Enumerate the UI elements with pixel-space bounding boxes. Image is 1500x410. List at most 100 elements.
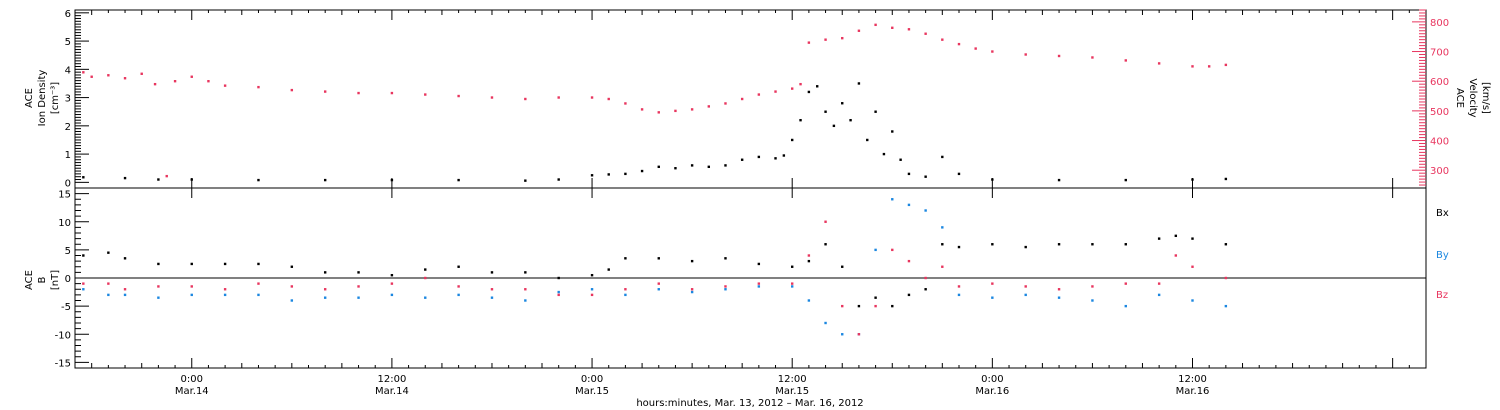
velocity-axis-title-line3: [km/s] <box>1480 82 1491 114</box>
by-point <box>1057 296 1061 299</box>
bz-point <box>157 285 160 288</box>
by-point <box>107 293 110 297</box>
velocity-tick-label: 600 <box>1430 77 1449 88</box>
bx-point <box>1224 243 1228 246</box>
density-point <box>874 110 877 113</box>
density-point <box>899 158 902 161</box>
by-point <box>490 296 494 299</box>
density-point <box>740 158 744 161</box>
date-tick-label: Mar.15 <box>575 386 609 397</box>
top-panel-marks <box>82 23 1228 182</box>
time-tick-label: 0:00 <box>981 374 1003 385</box>
density-tick-label: 1 <box>65 150 71 161</box>
by-point <box>557 290 560 294</box>
velocity-point <box>740 97 744 101</box>
velocity-point <box>690 108 694 111</box>
bz-point <box>424 276 427 280</box>
bx-point <box>857 304 861 308</box>
by-point <box>991 296 994 299</box>
density-point <box>1057 178 1061 182</box>
bx-point <box>690 259 694 263</box>
density-point <box>557 178 560 181</box>
by-point <box>1124 304 1127 308</box>
density-axis-title-line1: ACE <box>24 88 35 108</box>
density-point <box>774 157 777 160</box>
density-axis-title: ACE Ion Density [cm⁻³] <box>24 70 61 127</box>
bx-point <box>390 273 394 277</box>
density-point <box>882 152 886 156</box>
density-point <box>457 178 460 182</box>
velocity-axis-title-line1: ACE <box>1454 88 1465 108</box>
bx-point <box>607 268 610 271</box>
bx-point <box>941 243 944 246</box>
density-point <box>832 124 836 128</box>
velocity-point <box>173 80 177 83</box>
velocity-point <box>841 36 844 40</box>
bx-point <box>82 254 85 257</box>
bz-point <box>957 285 961 288</box>
velocity-point <box>82 71 85 74</box>
bottom-panel-marks <box>82 198 1228 336</box>
velocity-point <box>957 42 961 46</box>
velocity-point <box>790 87 794 90</box>
by-point <box>190 293 193 297</box>
bx-point <box>290 265 294 268</box>
density-point <box>724 164 727 167</box>
velocity-point <box>907 28 911 31</box>
bz-point <box>690 288 694 291</box>
velocity-tick-label: 400 <box>1430 137 1449 148</box>
bz-point <box>1191 265 1194 268</box>
density-axis-title-line3: [cm⁻³] <box>50 82 61 114</box>
velocity-point <box>290 88 294 92</box>
density-point <box>607 173 610 176</box>
density-point <box>390 178 394 182</box>
velocity-tick-label: 300 <box>1430 166 1449 177</box>
density-point <box>1191 178 1194 181</box>
velocity-point <box>123 77 127 80</box>
by-point <box>123 293 127 297</box>
bx-point <box>757 262 761 266</box>
bz-point <box>790 282 794 285</box>
by-point <box>957 293 961 297</box>
time-tick-label: 0:00 <box>181 374 203 385</box>
bx-point <box>907 293 911 297</box>
bx-point <box>657 257 660 260</box>
velocity-point <box>799 82 802 86</box>
bz-point <box>1124 282 1127 285</box>
by-point <box>223 293 227 297</box>
velocity-point <box>724 102 727 105</box>
density-point <box>857 82 861 85</box>
bz-point <box>1091 285 1094 288</box>
by-point <box>82 288 85 291</box>
density-point <box>323 178 327 182</box>
bz-point <box>390 282 394 285</box>
by-point <box>841 333 844 336</box>
density-point <box>624 172 627 176</box>
velocity-point <box>524 97 527 101</box>
density-point <box>824 110 827 113</box>
by-point <box>1091 299 1094 302</box>
b-field-tick-label: -10 <box>55 330 71 341</box>
by-point <box>1224 304 1228 308</box>
by-point <box>690 290 694 294</box>
bx-point <box>257 262 260 266</box>
density-tick-label: 0 <box>65 178 71 189</box>
by-point <box>924 209 927 212</box>
density-point <box>590 174 594 177</box>
bx-point <box>924 288 927 291</box>
by-point <box>457 293 460 297</box>
density-point <box>157 178 160 181</box>
bx-point <box>424 268 427 271</box>
velocity-point <box>657 111 660 114</box>
bx-point <box>991 243 994 246</box>
density-point <box>907 172 911 176</box>
density-point <box>849 118 852 122</box>
date-tick-label: Mar.16 <box>975 386 1009 397</box>
b-field-tick-label: -5 <box>61 302 71 313</box>
b-field-axis-title-line1: ACE <box>24 270 35 290</box>
bx-point <box>1124 243 1127 246</box>
bx-point <box>1057 243 1061 246</box>
by-point <box>724 288 727 291</box>
density-point <box>816 85 819 88</box>
